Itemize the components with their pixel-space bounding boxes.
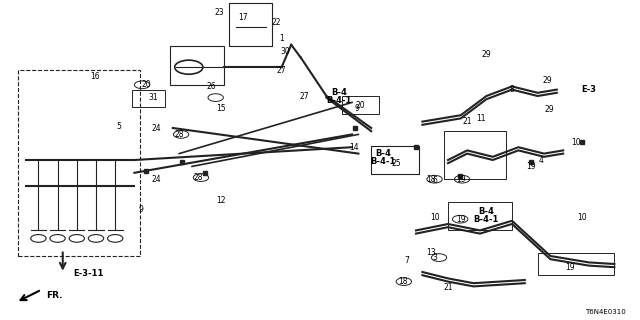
- Text: 22: 22: [272, 18, 281, 27]
- Text: 30: 30: [280, 47, 290, 56]
- Text: 29: 29: [481, 50, 492, 59]
- Text: 19: 19: [456, 175, 466, 184]
- Text: 19: 19: [456, 215, 466, 224]
- Bar: [170, 46, 224, 85]
- Text: B-4: B-4: [479, 207, 494, 216]
- Text: 5: 5: [116, 122, 121, 131]
- Text: 21: 21: [444, 284, 452, 292]
- Text: 10: 10: [430, 213, 440, 222]
- Text: 31: 31: [148, 93, 159, 102]
- Bar: [538, 253, 614, 275]
- Bar: [448, 202, 512, 230]
- Text: 29: 29: [544, 105, 554, 114]
- Text: B-4-1: B-4-1: [326, 96, 352, 105]
- Text: 24: 24: [151, 175, 161, 184]
- Bar: [229, 3, 272, 46]
- Text: B-4: B-4: [332, 88, 347, 97]
- Text: 10: 10: [577, 213, 588, 222]
- Text: 10: 10: [571, 138, 581, 147]
- Text: E-3-11: E-3-11: [73, 269, 104, 278]
- Text: E-3: E-3: [581, 85, 596, 94]
- Text: 20: 20: [141, 80, 151, 89]
- Text: 7: 7: [404, 256, 409, 265]
- Text: 3: 3: [433, 253, 438, 262]
- Text: B-4: B-4: [375, 149, 390, 158]
- Text: 21: 21: [463, 117, 472, 126]
- Text: 9: 9: [355, 104, 360, 113]
- Text: 28: 28: [175, 130, 184, 139]
- Text: 8: 8: [509, 85, 515, 94]
- Text: 13: 13: [426, 248, 436, 257]
- Text: 18: 18: [426, 175, 435, 184]
- Text: FR.: FR.: [46, 291, 63, 300]
- Text: 18: 18: [399, 277, 408, 286]
- Text: 19: 19: [526, 162, 536, 171]
- Bar: [342, 96, 379, 114]
- Text: 27: 27: [276, 66, 287, 75]
- Text: 19: 19: [564, 263, 575, 272]
- Text: 14: 14: [349, 143, 359, 152]
- Text: 23: 23: [214, 8, 224, 17]
- Text: 26: 26: [206, 82, 216, 91]
- Text: 15: 15: [216, 104, 226, 113]
- Bar: [371, 146, 419, 174]
- Text: 16: 16: [90, 72, 100, 81]
- Text: 27: 27: [299, 92, 309, 100]
- Text: 12: 12: [216, 196, 225, 204]
- Bar: [229, 3, 272, 46]
- Text: B-4-1: B-4-1: [370, 157, 396, 166]
- Bar: [18, 70, 140, 256]
- Text: 6: 6: [433, 176, 438, 185]
- Text: 20: 20: [355, 101, 365, 110]
- Text: 29: 29: [542, 76, 552, 84]
- Text: 9: 9: [138, 205, 143, 214]
- Text: 24: 24: [151, 124, 161, 132]
- Text: 17: 17: [238, 13, 248, 22]
- Text: 4: 4: [538, 156, 543, 164]
- Text: 28: 28: [194, 173, 203, 182]
- Bar: [132, 90, 165, 107]
- Text: B-4-1: B-4-1: [474, 215, 499, 224]
- Text: 1: 1: [279, 34, 284, 43]
- Bar: [444, 131, 506, 179]
- Text: 11: 11: [477, 114, 486, 123]
- Bar: [371, 146, 419, 174]
- Text: T6N4E0310: T6N4E0310: [585, 309, 626, 315]
- Text: 25: 25: [392, 159, 402, 168]
